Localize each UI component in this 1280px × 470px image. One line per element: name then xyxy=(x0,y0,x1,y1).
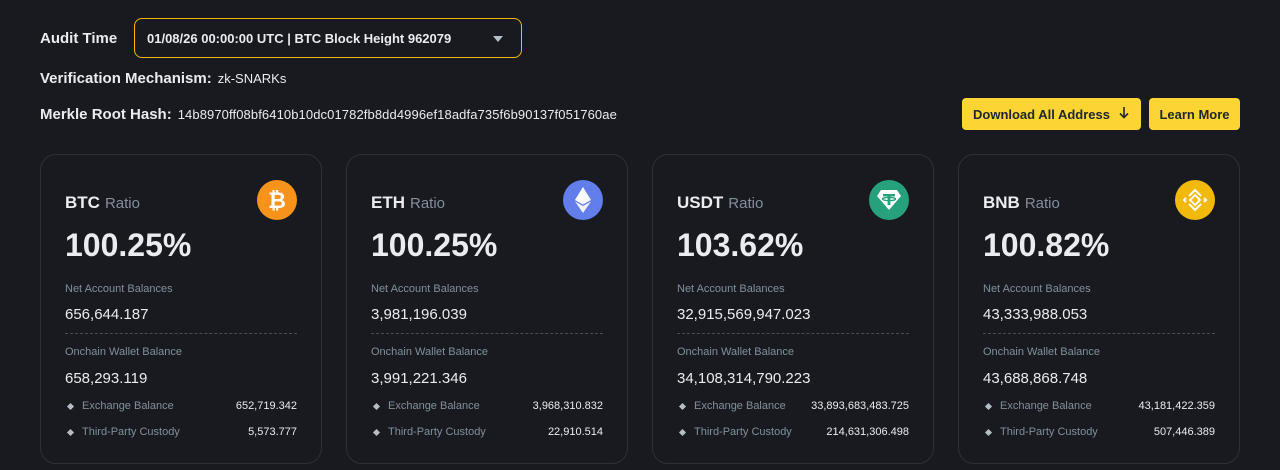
net-balance-label: Net Account Balances xyxy=(65,283,173,295)
audit-time-select[interactable]: 01/08/26 00:00:00 UTC | BTC Block Height… xyxy=(134,18,522,58)
onchain-balance-label: Onchain Wallet Balance xyxy=(983,346,1100,358)
learn-more-button[interactable]: Learn More xyxy=(1149,98,1240,130)
card-header: BNB Ratio xyxy=(983,193,1060,213)
audit-time-row: Audit Time 01/08/26 00:00:00 UTC | BTC B… xyxy=(40,18,522,58)
svg-text:₿: ₿ xyxy=(268,189,286,213)
custody-balance-row: Third-Party Custody 22,910.514 xyxy=(371,426,603,438)
net-balance-label: Net Account Balances xyxy=(371,283,479,295)
ratio-label: Ratio xyxy=(1024,195,1060,212)
diamond-bullet-icon xyxy=(984,402,993,410)
ratio-label: Ratio xyxy=(410,195,446,212)
custody-balance-row: Third-Party Custody 507,446.389 xyxy=(983,426,1215,438)
exchange-balance-value: 652,719.342 xyxy=(235,400,297,412)
net-balance-label: Net Account Balances xyxy=(677,283,785,295)
tether-icon xyxy=(869,180,909,220)
diamond-bullet-icon xyxy=(372,428,381,436)
asset-symbol: ETH xyxy=(371,193,405,212)
net-balance-value: 656,644.187 xyxy=(65,306,149,323)
exchange-balance-row: Exchange Balance 3,968,310.832 xyxy=(371,400,603,412)
audit-time-value: 01/08/26 00:00:00 UTC | BTC Block Height… xyxy=(147,30,452,46)
ethereum-icon xyxy=(563,180,603,220)
custody-value: 507,446.389 xyxy=(1153,426,1215,438)
divider xyxy=(65,333,297,334)
audit-time-label: Audit Time xyxy=(40,29,118,47)
verification-row: Verification Mechanism: zk-SNARKs xyxy=(40,70,286,87)
card-header: ETH Ratio xyxy=(371,193,445,213)
exchange-balance-value: 3,968,310.832 xyxy=(532,400,603,412)
ratio-percent: 103.62% xyxy=(677,227,804,263)
learn-more-label: Learn More xyxy=(1159,106,1230,122)
download-button-label: Download All Address xyxy=(973,106,1110,122)
exchange-balance-value: 33,893,683,483.725 xyxy=(811,400,909,412)
custody-value: 5,573.777 xyxy=(248,426,297,438)
custody-balance-row: Third-Party Custody 214,631,306.498 xyxy=(677,426,909,438)
merkle-hash-value: 14b8970ff08bf6410b10dc01782fb8dd4996ef18… xyxy=(177,107,617,122)
asset-symbol: USDT xyxy=(677,193,724,212)
onchain-balance-value: 658,293.119 xyxy=(65,370,148,387)
net-balance-value: 3,981,196.039 xyxy=(371,306,467,323)
ratio-percent: 100.25% xyxy=(371,227,498,263)
divider xyxy=(677,333,909,334)
exchange-balance-row: Exchange Balance 652,719.342 xyxy=(65,400,297,412)
onchain-balance-value: 34,108,314,790.223 xyxy=(677,370,811,387)
asset-cards: BTC Ratio ₿ 100.25% Net Account Balances… xyxy=(40,154,1240,464)
diamond-bullet-icon xyxy=(678,428,687,436)
diamond-bullet-icon xyxy=(66,402,75,410)
divider xyxy=(371,333,603,334)
asset-card-bnb: BNB Ratio 100.82% Net Account Balances 4… xyxy=(958,154,1240,464)
card-header: USDT Ratio xyxy=(677,193,763,213)
exchange-balance-row: Exchange Balance 43,181,422.359 xyxy=(983,400,1215,412)
asset-symbol: BTC xyxy=(65,193,100,212)
custody-value: 214,631,306.498 xyxy=(826,426,909,438)
exchange-balance-label: Exchange Balance xyxy=(82,400,174,412)
onchain-balance-label: Onchain Wallet Balance xyxy=(677,346,794,358)
net-balance-value: 43,333,988.053 xyxy=(983,306,1088,323)
net-balance-label: Net Account Balances xyxy=(983,283,1091,295)
diamond-bullet-icon xyxy=(984,428,993,436)
onchain-balance-value: 3,991,221.346 xyxy=(371,370,467,387)
arrow-down-icon xyxy=(1118,106,1130,122)
card-header: BTC Ratio xyxy=(65,193,140,213)
exchange-balance-label: Exchange Balance xyxy=(388,400,480,412)
merkle-row: Merkle Root Hash: 14b8970ff08bf6410b10dc… xyxy=(40,106,617,123)
net-balance-value: 32,915,569,947.023 xyxy=(677,306,811,323)
diamond-bullet-icon xyxy=(678,402,687,410)
asset-symbol: BNB xyxy=(983,193,1020,212)
custody-label: Third-Party Custody xyxy=(1000,426,1098,438)
exchange-balance-row: Exchange Balance 33,893,683,483.725 xyxy=(677,400,909,412)
custody-value: 22,910.514 xyxy=(547,426,603,438)
ratio-percent: 100.25% xyxy=(65,227,192,263)
ratio-percent: 100.82% xyxy=(983,227,1110,263)
onchain-balance-label: Onchain Wallet Balance xyxy=(65,346,182,358)
download-all-address-button[interactable]: Download All Address xyxy=(962,98,1141,130)
exchange-balance-label: Exchange Balance xyxy=(1000,400,1092,412)
onchain-balance-value: 43,688,868.748 xyxy=(983,370,1088,387)
asset-card-eth: ETH Ratio 100.25% Net Account Balances 3… xyxy=(346,154,628,464)
diamond-bullet-icon xyxy=(66,428,75,436)
diamond-bullet-icon xyxy=(372,402,381,410)
exchange-balance-value: 43,181,422.359 xyxy=(1138,400,1215,412)
verification-value: zk-SNARKs xyxy=(217,71,287,86)
custody-label: Third-Party Custody xyxy=(694,426,792,438)
asset-card-usdt: USDT Ratio 103.62% Net Account Balances … xyxy=(652,154,934,464)
merkle-label: Merkle Root Hash: xyxy=(40,106,172,123)
ratio-label: Ratio xyxy=(728,195,764,212)
exchange-balance-label: Exchange Balance xyxy=(694,400,786,412)
divider xyxy=(983,333,1215,334)
onchain-balance-label: Onchain Wallet Balance xyxy=(371,346,488,358)
ratio-label: Ratio xyxy=(104,195,140,212)
custody-balance-row: Third-Party Custody 5,573.777 xyxy=(65,426,297,438)
verification-label: Verification Mechanism: xyxy=(40,70,212,87)
asset-card-btc: BTC Ratio ₿ 100.25% Net Account Balances… xyxy=(40,154,322,464)
custody-label: Third-Party Custody xyxy=(82,426,180,438)
bnb-icon xyxy=(1175,180,1215,220)
custody-label: Third-Party Custody xyxy=(388,426,486,438)
bitcoin-icon: ₿ xyxy=(257,180,297,220)
caret-down-icon xyxy=(493,36,503,42)
